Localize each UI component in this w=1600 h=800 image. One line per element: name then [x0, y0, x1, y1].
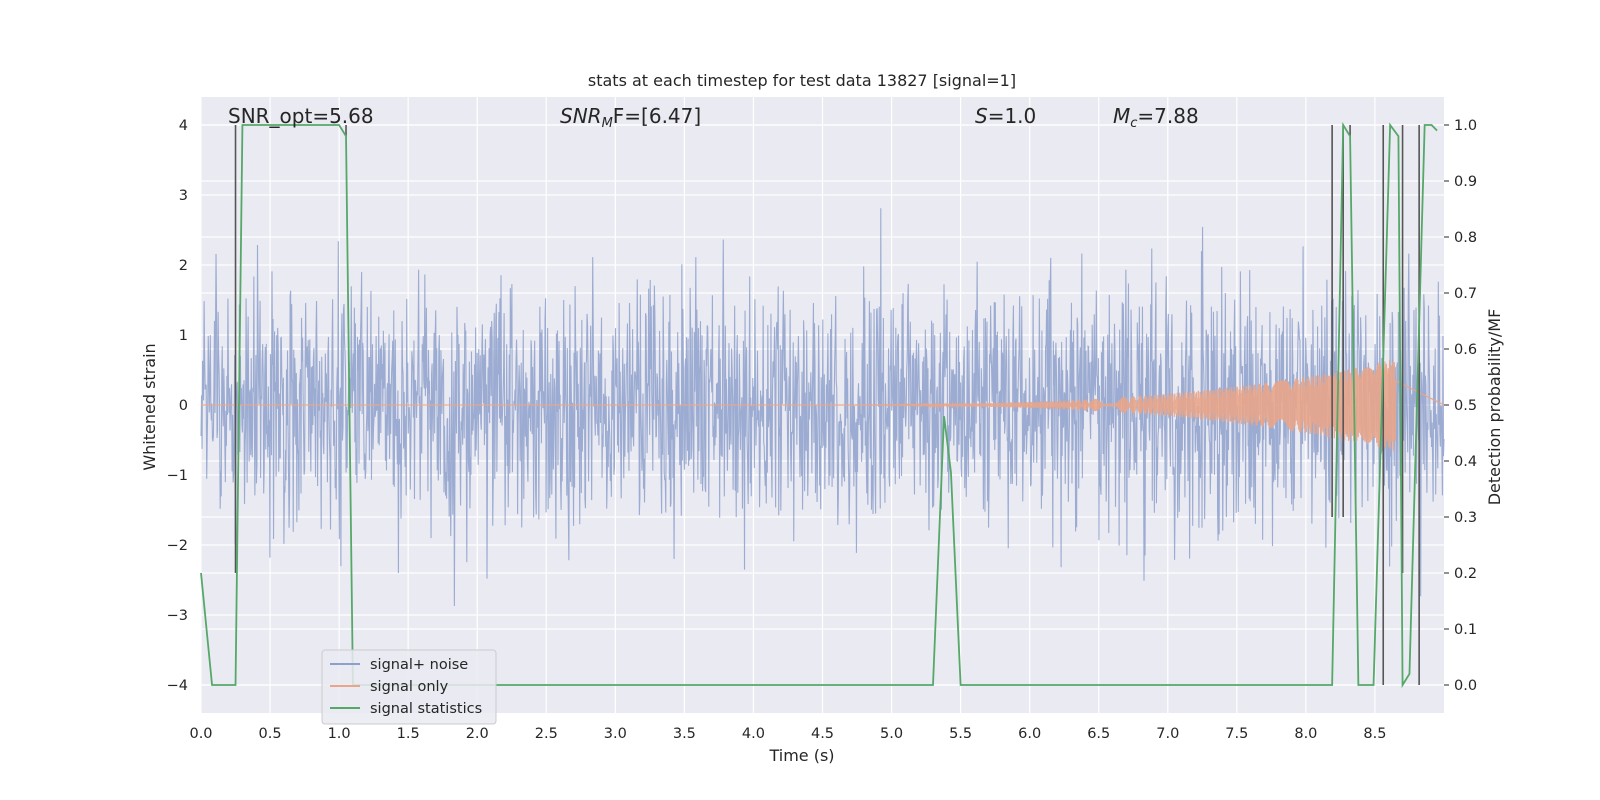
x-tick-label: 6.5	[1087, 726, 1110, 742]
signal-noise-series	[200, 208, 1445, 607]
y-right-tick-label: 0.5	[1454, 398, 1477, 414]
x-tick-label: 3.5	[673, 726, 696, 742]
signal-only-line	[201, 360, 1445, 451]
annotation-snr-opt: SNR_opt=5.68	[228, 104, 374, 128]
y-tick-label: 0	[179, 398, 188, 414]
y-axis-label: Whitened strain	[140, 343, 159, 470]
legend-label: signal only	[370, 679, 449, 695]
y-right-tick-label: 0.7	[1454, 286, 1477, 302]
x-tick-label: 2.5	[535, 726, 558, 742]
y-right-tick-label: 0.2	[1454, 566, 1477, 582]
annotation-snr-mf: SNRMF=[6.47]	[560, 104, 701, 131]
legend-label: signal+ noise	[370, 657, 468, 673]
x-tick-label: 1.0	[328, 726, 351, 742]
y-right-tick-label: 1.0	[1454, 118, 1477, 134]
y-right-tick-label: 0.8	[1454, 230, 1477, 246]
y-tick-label: 4	[179, 118, 188, 134]
x-tick-label: 7.0	[1156, 726, 1179, 742]
y-tick-label: 2	[179, 258, 188, 274]
y-right-tick-label: 0.9	[1454, 174, 1477, 190]
x-tick-label: 0.5	[259, 726, 282, 742]
signal-only-series	[201, 360, 1445, 451]
annotation-s: S=1.0	[975, 104, 1036, 128]
x-tick-label: 8.0	[1294, 726, 1317, 742]
signal-noise-line	[200, 208, 1445, 607]
y-right-tick-label: 0.6	[1454, 342, 1477, 358]
y-right-tick-label: 0.3	[1454, 510, 1477, 526]
legend-box	[321, 649, 497, 725]
x-tick-label: 0.0	[189, 726, 212, 742]
y-tick-label: −2	[167, 538, 188, 554]
x-tick-label: 3.0	[604, 726, 627, 742]
y-right-tick-label: 0.1	[1454, 622, 1477, 638]
x-tick-label: 4.0	[742, 726, 765, 742]
signal-statistics-series	[200, 121, 1438, 689]
y-tick-label: −4	[167, 678, 188, 694]
y-right-axis-label: Detection probability/MF	[1485, 309, 1504, 506]
x-tick-label: 2.0	[466, 726, 489, 742]
y-tick-label: −1	[167, 468, 188, 484]
x-tick-label: 5.0	[880, 726, 903, 742]
annotation-mc: Mc=7.88	[1113, 104, 1199, 131]
x-tick-label: 4.5	[811, 726, 834, 742]
x-tick-label: 7.5	[1225, 726, 1248, 742]
chart-title: stats at each timestep for test data 138…	[588, 71, 1016, 90]
x-tick-label: 6.0	[1018, 726, 1041, 742]
x-tick-label: 8.5	[1363, 726, 1386, 742]
ticks: 0.0 0.5 1.0 1.5 2.0 2.5 3.0 3.5 4.0 4.5 5.0 5.5 6.0 6…	[167, 118, 1477, 742]
x-tick-label: 5.5	[949, 726, 972, 742]
y-tick-label: 3	[179, 188, 188, 204]
y-tick-label: −3	[167, 608, 188, 624]
legend: signal+ noise signal only signal statistic…	[321, 649, 497, 725]
legend-label: signal statistics	[370, 701, 482, 717]
x-axis-label: Time (s)	[768, 746, 834, 765]
y-right-tick-label: 0.0	[1454, 678, 1477, 694]
signal-statistics-line	[200, 121, 1438, 689]
y-right-tick-label: 0.4	[1454, 454, 1477, 470]
x-tick-label: 1.5	[397, 726, 420, 742]
vertical-markers	[234, 125, 1420, 685]
y-tick-label: 1	[179, 328, 188, 344]
